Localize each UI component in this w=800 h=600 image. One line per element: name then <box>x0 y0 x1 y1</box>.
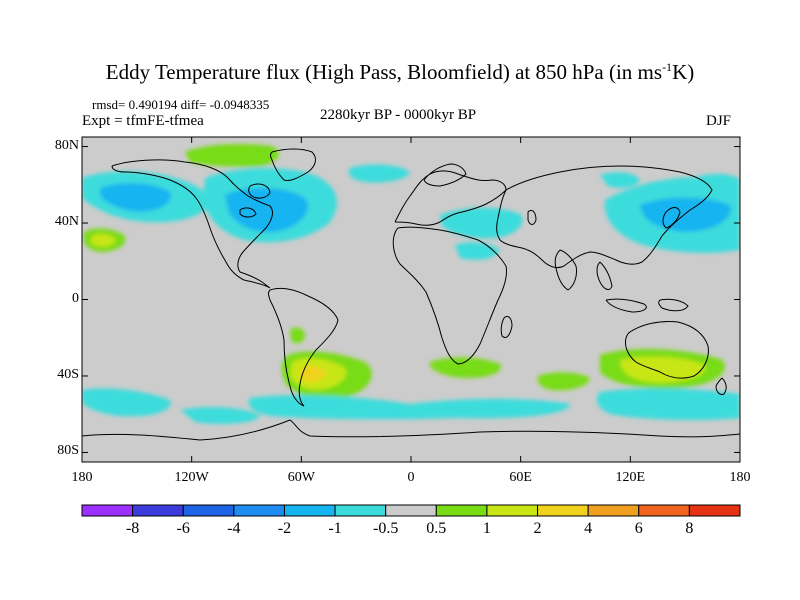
lat-label-40N: 40N <box>54 214 79 230</box>
coast-north-america <box>111 159 274 289</box>
lon-label-60E: 60E <box>509 470 532 485</box>
colorbar-label: 4 <box>584 520 593 537</box>
colorbar-label: 2 <box>533 520 542 537</box>
coast-australia <box>625 321 709 379</box>
coastlines <box>82 148 740 441</box>
contour-south-pacific <box>180 407 260 424</box>
colorbar-label: 6 <box>634 520 643 537</box>
colorbar-label: -1 <box>328 520 342 537</box>
colorbar-label: 8 <box>685 520 694 537</box>
colorbar-box <box>385 504 437 517</box>
contour-central-pacific <box>700 173 740 197</box>
lat-label-0: 0 <box>72 290 79 306</box>
colorbar-label: -0.5 <box>373 520 399 537</box>
contour-south-africa <box>430 357 501 378</box>
coast-madagascar <box>500 315 513 339</box>
colorbar-box <box>81 504 134 517</box>
coast-scandinavia <box>423 163 467 187</box>
coast-hudson-bay <box>248 183 271 199</box>
season-label: DJF <box>706 113 732 129</box>
colorbar-box <box>435 504 488 517</box>
lon-label-180: 180 <box>729 470 751 485</box>
experiment-label: Expt = tfmFE-tfmea <box>82 113 204 129</box>
colorbar-label: 1 <box>482 520 491 537</box>
colorbar-box <box>283 504 336 517</box>
contour-southern-ocean-mid <box>248 395 571 420</box>
coast-southeast-asia <box>596 261 613 290</box>
coast-africa <box>392 226 507 365</box>
colorbar-box <box>537 504 589 517</box>
lon-label-0: 0 <box>407 470 415 485</box>
contour-south-america-north <box>290 327 305 344</box>
coast-new-guinea <box>658 298 689 312</box>
coast-greenland <box>270 148 316 181</box>
stats-text: rmsd= 0.490194 diff= -0.0948335 <box>92 97 270 112</box>
contour-greenland <box>185 144 279 167</box>
colorbar-label: -8 <box>125 520 140 537</box>
contour-mediterranean <box>440 207 523 239</box>
lat-label-40S: 40S <box>57 366 79 382</box>
figure-title: Eddy Temperature flux (High Pass, Bloomf… <box>105 60 695 84</box>
colorbar-box <box>638 504 690 517</box>
colorbar-box <box>587 504 640 517</box>
lat-label-80N: 80N <box>54 137 79 153</box>
lon-label-180: 180 <box>71 470 93 485</box>
contour-fills <box>82 144 740 424</box>
lat-label-80S: 80S <box>57 443 79 459</box>
colorbar-box <box>334 504 387 517</box>
colorbar-label: -6 <box>176 520 190 537</box>
lon-label-60W: 60W <box>287 470 315 485</box>
coast-south-america <box>268 287 339 407</box>
period-label: 2280kyr BP - 0000kyr BP <box>320 107 477 123</box>
coast-great-lakes <box>239 207 257 218</box>
colorbar-box <box>486 504 539 517</box>
coast-caspian <box>527 209 537 225</box>
coast-indonesia <box>605 298 647 313</box>
contour-ne-pacific-core <box>90 233 116 247</box>
colorbar-box <box>132 504 184 517</box>
coast-japan <box>662 207 681 229</box>
colorbar-label: -4 <box>227 520 241 537</box>
colorbar-box <box>233 504 285 517</box>
coast-asia <box>496 165 713 269</box>
colorbar-box <box>688 504 741 517</box>
colorbar-box <box>182 504 235 517</box>
colorbar-label: 0.5 <box>426 520 447 537</box>
lon-label-120E: 120E <box>615 470 646 485</box>
contour-siberia <box>600 172 640 188</box>
coast-new-zealand <box>715 377 727 395</box>
contour-indian-ocean <box>537 372 590 391</box>
contour-southern-ocean-east <box>596 388 740 421</box>
colorbar-label: -2 <box>277 520 292 537</box>
coast-india <box>554 249 577 291</box>
contour-southern-ocean-west <box>82 388 171 417</box>
lon-label-120W: 120W <box>174 470 209 485</box>
coast-antarctica <box>82 419 740 441</box>
contour-australia-core <box>620 356 706 383</box>
contour-north-america-core <box>225 187 309 233</box>
contour-north-pacific-core <box>100 183 171 212</box>
axis-ticks <box>81 137 741 462</box>
contour-arctic-eurasia <box>348 164 410 183</box>
contour-south-america-max <box>300 365 326 382</box>
colorbar-boxes <box>81 504 741 517</box>
